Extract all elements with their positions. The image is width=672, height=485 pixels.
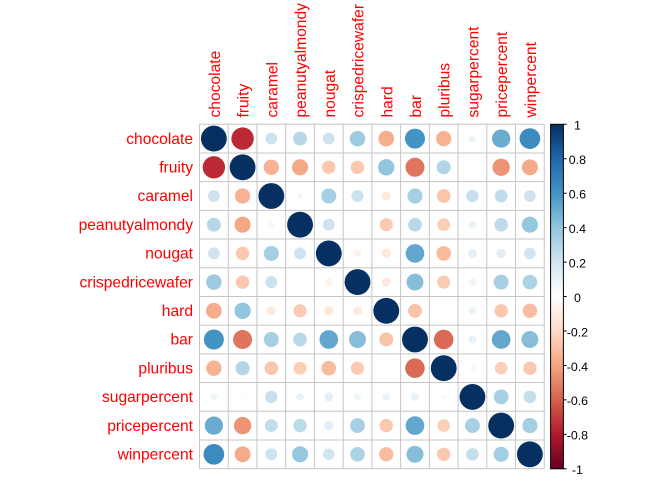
svg-text:pluribus: pluribus	[138, 360, 193, 377]
svg-text:-0.2: -0.2	[567, 325, 588, 339]
svg-text:pricepercent: pricepercent	[107, 418, 193, 435]
svg-text:caramel: caramel	[264, 62, 281, 117]
svg-text:1: 1	[574, 119, 581, 133]
svg-text:sugarpercent: sugarpercent	[465, 26, 482, 118]
svg-text:hard: hard	[162, 303, 193, 320]
svg-text:0.8: 0.8	[569, 153, 586, 167]
svg-text:sugarpercent: sugarpercent	[102, 389, 194, 406]
svg-text:fruity: fruity	[236, 84, 253, 118]
svg-text:-0.4: -0.4	[567, 360, 588, 374]
svg-text:pricepercent: pricepercent	[494, 31, 511, 117]
svg-text:0.6: 0.6	[569, 188, 586, 202]
svg-text:winpercent: winpercent	[117, 447, 194, 464]
svg-text:crispedricewafer: crispedricewafer	[79, 274, 193, 291]
svg-text:nougat: nougat	[145, 246, 193, 263]
svg-text:bar: bar	[170, 332, 193, 349]
svg-text:-0.6: -0.6	[567, 394, 588, 408]
svg-text:-0.8: -0.8	[567, 429, 588, 443]
svg-text:nougat: nougat	[322, 69, 339, 117]
svg-text:0.2: 0.2	[569, 256, 586, 270]
svg-text:pluribus: pluribus	[437, 63, 454, 118]
svg-text:winpercent: winpercent	[523, 41, 540, 118]
svg-text:0: 0	[574, 291, 581, 305]
svg-text:fruity: fruity	[159, 160, 193, 177]
svg-text:caramel: caramel	[138, 188, 193, 205]
svg-text:hard: hard	[379, 86, 396, 117]
svg-text:chocolate: chocolate	[126, 131, 193, 148]
svg-text:-1: -1	[572, 463, 583, 477]
svg-text:crispedricewafer: crispedricewafer	[351, 4, 368, 118]
svg-text:0.4: 0.4	[569, 222, 586, 236]
svg-text:bar: bar	[408, 95, 425, 118]
svg-text:chocolate: chocolate	[207, 51, 224, 118]
svg-text:peanutyalmondy: peanutyalmondy	[79, 217, 194, 234]
svg-text:peanutyalmondy: peanutyalmondy	[293, 3, 310, 118]
